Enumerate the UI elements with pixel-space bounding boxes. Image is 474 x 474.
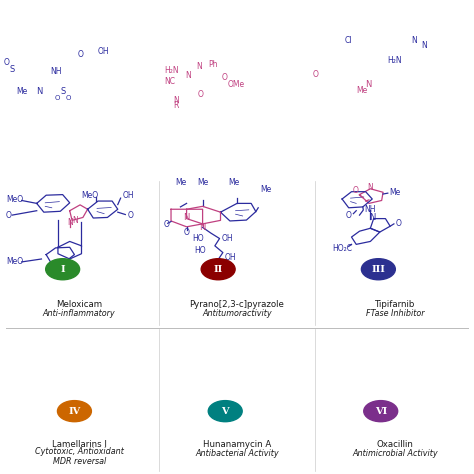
Text: Lamellarins I: Lamellarins I: [52, 440, 107, 449]
Text: Me: Me: [197, 178, 208, 187]
Text: O: O: [313, 70, 319, 79]
Text: HO₂C: HO₂C: [332, 244, 352, 253]
Text: O: O: [164, 220, 170, 229]
Text: HO: HO: [192, 234, 204, 243]
Text: Pyrano[2,3-c]pyrazole: Pyrano[2,3-c]pyrazole: [190, 300, 284, 309]
Text: O: O: [55, 95, 60, 101]
Text: H₂N: H₂N: [164, 66, 179, 75]
Text: V: V: [221, 407, 229, 416]
Text: N: N: [67, 218, 73, 227]
Text: N: N: [200, 223, 206, 232]
Text: I: I: [60, 265, 65, 274]
Text: Antitumoractivity: Antitumoractivity: [202, 309, 272, 318]
Text: OH: OH: [221, 234, 233, 243]
Text: Me: Me: [16, 87, 27, 96]
Text: O: O: [346, 210, 352, 219]
Text: III: III: [372, 265, 385, 274]
Text: MeO: MeO: [6, 257, 23, 266]
Text: N: N: [73, 216, 78, 225]
Text: N: N: [36, 87, 42, 96]
Text: O: O: [396, 219, 401, 228]
Text: OH: OH: [217, 259, 228, 268]
Text: R: R: [173, 101, 178, 110]
Text: Tipifarnib: Tipifarnib: [374, 300, 415, 309]
Text: Oxacillin: Oxacillin: [376, 440, 413, 449]
Text: O: O: [221, 73, 228, 82]
Text: FTase Inhibitor: FTase Inhibitor: [365, 309, 424, 318]
Text: IV: IV: [68, 407, 81, 416]
Text: Me: Me: [357, 86, 368, 95]
Text: O: O: [66, 95, 72, 101]
Text: NC: NC: [164, 77, 175, 86]
Text: Ph: Ph: [208, 60, 217, 69]
Text: NH: NH: [50, 67, 62, 76]
Text: Me: Me: [175, 178, 186, 187]
Text: Antibacterial Activity: Antibacterial Activity: [195, 449, 279, 458]
Text: OH: OH: [224, 253, 236, 262]
Text: O: O: [183, 228, 190, 237]
Circle shape: [57, 401, 91, 422]
Text: O: O: [128, 210, 134, 219]
Text: Anti-inflammatory: Anti-inflammatory: [43, 309, 116, 318]
Text: OH: OH: [98, 47, 109, 56]
Circle shape: [361, 259, 395, 280]
Text: N: N: [173, 96, 179, 105]
Text: MeO: MeO: [6, 194, 23, 203]
Text: HO: HO: [195, 246, 206, 255]
Text: OH: OH: [122, 191, 134, 200]
Text: S: S: [9, 65, 15, 74]
Text: O: O: [4, 57, 9, 66]
Text: Cytotoxic, Antioxidant
MDR reversal: Cytotoxic, Antioxidant MDR reversal: [35, 447, 124, 466]
Text: MeO: MeO: [82, 191, 99, 200]
Text: OMe: OMe: [228, 81, 245, 90]
Text: Cl: Cl: [345, 36, 352, 45]
Text: O: O: [77, 50, 83, 59]
Text: H₂N: H₂N: [388, 56, 402, 65]
Text: Antimicrobial Activity: Antimicrobial Activity: [352, 449, 438, 458]
Text: VI: VI: [374, 407, 387, 416]
Text: O: O: [6, 210, 12, 219]
Text: Meloxicam: Meloxicam: [56, 300, 102, 309]
Text: NH: NH: [364, 205, 376, 214]
Text: N: N: [411, 36, 417, 45]
Text: Me: Me: [389, 188, 401, 197]
Text: Hunanamycin A: Hunanamycin A: [203, 440, 271, 449]
Text: N: N: [369, 213, 375, 222]
Circle shape: [364, 401, 398, 422]
Text: S: S: [60, 87, 65, 96]
Text: Me: Me: [261, 185, 272, 194]
Text: O: O: [197, 90, 203, 99]
Circle shape: [201, 259, 235, 280]
Text: II: II: [213, 265, 223, 274]
Circle shape: [208, 401, 242, 422]
Text: N: N: [183, 213, 190, 222]
Text: N: N: [365, 80, 371, 89]
Text: N: N: [367, 183, 373, 192]
Text: O: O: [353, 186, 358, 195]
Text: N: N: [196, 62, 202, 71]
Text: N: N: [422, 41, 428, 50]
Text: Me: Me: [228, 178, 239, 187]
Text: N: N: [185, 71, 191, 80]
Circle shape: [46, 259, 80, 280]
